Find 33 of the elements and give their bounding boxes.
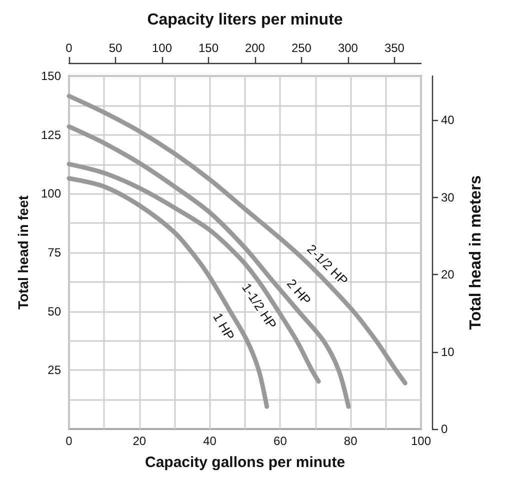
y-tick-label: 150 xyxy=(40,69,62,83)
x2-tick-label: 250 xyxy=(291,41,312,55)
x2-tick-label: 350 xyxy=(384,41,405,55)
x2-axis-title: Capacity liters per minute xyxy=(147,12,343,28)
y2-tick-label: 0 xyxy=(441,422,448,436)
y2-tick-label: 30 xyxy=(441,190,455,204)
line-series xyxy=(66,94,408,386)
x2-tick-label: 0 xyxy=(66,41,73,55)
y-axis-title: Total head in feet xyxy=(15,195,32,310)
x-tick-label: 40 xyxy=(203,434,217,448)
line-series xyxy=(66,124,351,409)
text: 2 HP xyxy=(284,276,314,308)
x2-tick-label: 150 xyxy=(198,41,219,55)
x-tick-label: 60 xyxy=(274,434,288,448)
x-axis-title: Capacity gallons per minute xyxy=(144,454,346,471)
x-tick-label: 0 xyxy=(66,434,73,448)
y-tick-label: 75 xyxy=(48,246,62,260)
y-tick-label: 50 xyxy=(48,304,62,318)
y2-tick-label: 10 xyxy=(441,344,455,359)
x2-tick-label: 200 xyxy=(244,41,266,55)
x-tick-label: 80 xyxy=(344,434,358,448)
y2-axis-title: Total head in meters xyxy=(468,175,484,330)
x2-tick-label: 50 xyxy=(108,41,122,55)
x2-tick-label: 100 xyxy=(152,41,172,55)
x-tick-label: 20 xyxy=(132,434,146,448)
x-tick-label: 100 xyxy=(410,434,432,448)
y2-tick-label: 20 xyxy=(441,268,455,282)
y-tick-label: 100 xyxy=(40,186,62,201)
y-tick-label: 125 xyxy=(40,128,62,142)
text: 1 HP xyxy=(210,310,238,343)
x2-tick-label: 300 xyxy=(338,41,358,55)
y2-tick-label: 40 xyxy=(441,113,455,128)
y-tick-label: 25 xyxy=(48,363,62,378)
